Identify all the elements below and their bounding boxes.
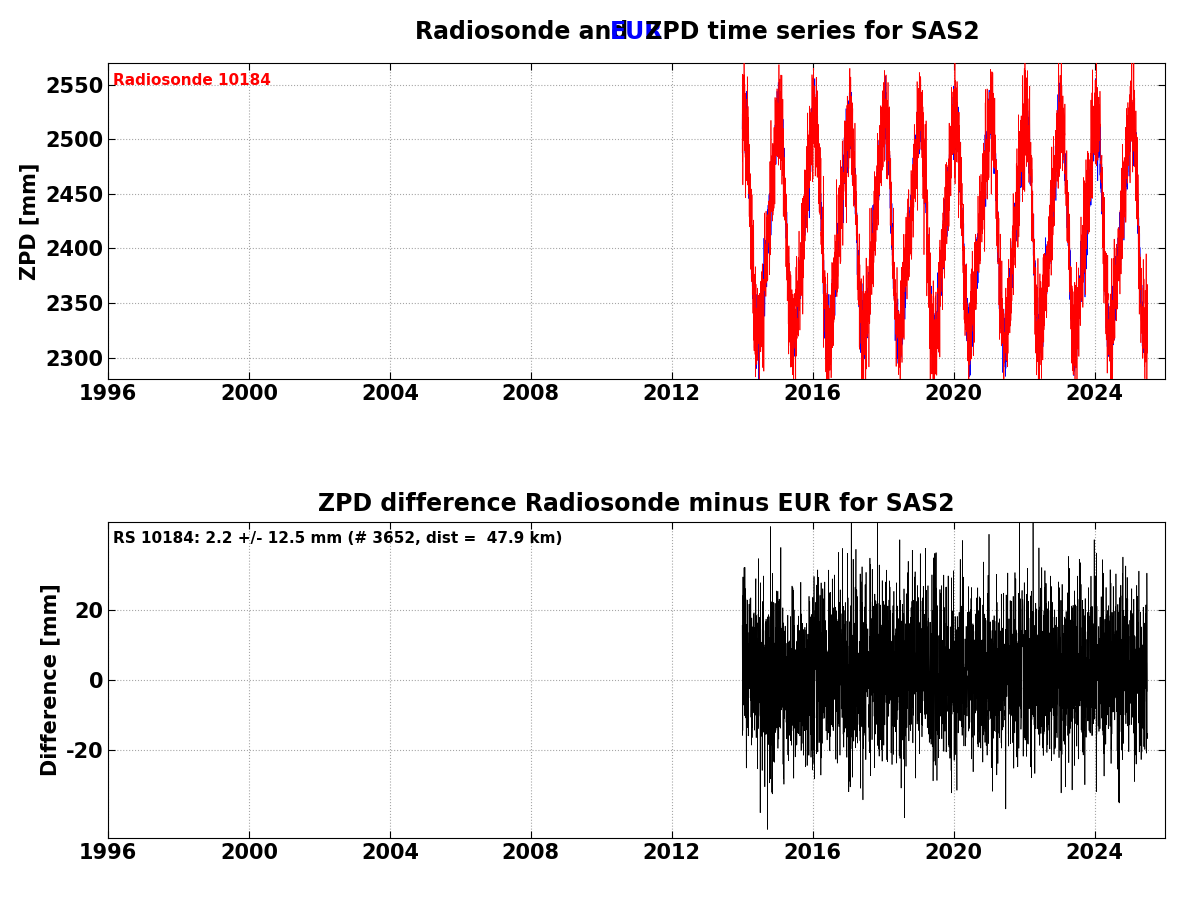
Text: RS 10184: 2.2 +/- 12.5 mm (# 3652, dist =  47.9 km): RS 10184: 2.2 +/- 12.5 mm (# 3652, dist …	[113, 532, 563, 546]
Text: ZPD time series for SAS2: ZPD time series for SAS2	[637, 20, 979, 44]
Text: Radiosonde 10184: Radiosonde 10184	[113, 73, 271, 87]
Text: EUR: EUR	[610, 20, 663, 44]
Text: Radiosonde and: Radiosonde and	[416, 20, 637, 44]
Y-axis label: Difference [mm]: Difference [mm]	[40, 584, 60, 776]
Y-axis label: ZPD [mm]: ZPD [mm]	[19, 162, 40, 280]
Title: ZPD difference Radiosonde minus EUR for SAS2: ZPD difference Radiosonde minus EUR for …	[318, 492, 955, 515]
